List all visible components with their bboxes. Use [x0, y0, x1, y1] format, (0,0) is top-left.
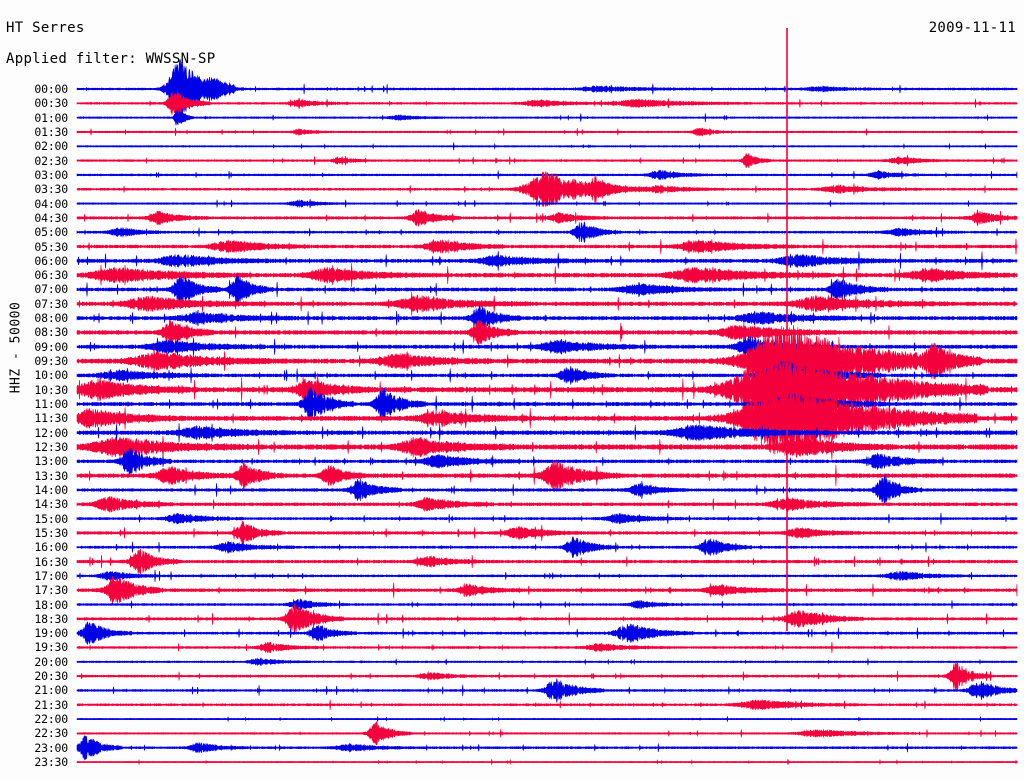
time-tick-label: 07:30	[34, 296, 68, 311]
time-tick-label: 13:00	[34, 454, 68, 469]
time-tick-label: 01:00	[34, 110, 68, 125]
time-tick-label: 17:00	[34, 568, 68, 583]
time-tick-label: 01:30	[34, 124, 68, 139]
time-tick-label: 14:30	[34, 497, 68, 512]
time-tick-label: 11:00	[34, 397, 68, 412]
time-tick-label: 15:00	[34, 511, 68, 526]
time-tick-label: 09:00	[34, 339, 68, 354]
time-tick-label: 21:30	[34, 697, 68, 712]
time-tick-label: 12:30	[34, 440, 68, 454]
time-tick-label: 06:30	[34, 268, 68, 283]
time-tick-label: 22:00	[34, 712, 68, 727]
time-tick-label: 13:30	[34, 468, 68, 483]
time-tick-label: 08:00	[34, 311, 68, 326]
time-tick-label: 00:30	[34, 96, 68, 111]
time-tick-label: 21:00	[34, 683, 68, 698]
time-tick-label: 23:00	[34, 740, 68, 755]
time-tick-label: 03:30	[34, 182, 68, 197]
time-tick-label: 20:00	[34, 654, 68, 669]
time-tick-label: 10:00	[34, 368, 68, 383]
time-tick-label: 09:30	[34, 354, 68, 369]
time-tick-label: 03:00	[34, 167, 68, 182]
time-tick-label: 02:00	[34, 139, 68, 154]
time-tick-label: 22:30	[34, 726, 68, 741]
time-tick-label: 16:00	[34, 540, 68, 555]
time-tick-label: 16:30	[34, 554, 68, 569]
time-tick-label: 19:30	[34, 640, 68, 655]
traces-layer	[76, 59, 1018, 766]
time-tick-label: 11:30	[34, 411, 68, 426]
record-date: 2009-11-11	[928, 20, 1016, 36]
time-tick-label: 12:00	[34, 425, 68, 440]
time-tick-label: 08:30	[34, 325, 68, 340]
time-tick-label: 05:30	[34, 239, 68, 254]
time-tick-label: 02:30	[34, 153, 68, 168]
station-title: HT Serres	[6, 20, 85, 36]
time-tick-label: 19:00	[34, 626, 68, 641]
time-tick-label: 18:00	[34, 597, 68, 612]
time-tick-label: 07:00	[34, 282, 68, 297]
time-tick-label: 20:30	[34, 669, 68, 684]
applied-filter-label: Applied filter: WWSSN-SP	[6, 51, 216, 67]
time-tick-label: 04:30	[34, 210, 68, 225]
time-tick-label: 18:30	[34, 611, 68, 626]
time-tick-label: 14:00	[34, 482, 68, 497]
time-tick-label: 15:30	[34, 525, 68, 540]
time-tick-label: 23:30	[34, 755, 68, 770]
time-tick-label: 00:00	[34, 82, 68, 96]
time-tick-label: 06:00	[34, 253, 68, 268]
time-tick-label: 17:30	[34, 583, 68, 598]
time-tick-label: 05:00	[34, 225, 68, 240]
time-tick-label: 04:00	[34, 196, 68, 211]
time-tick-label: 10:30	[34, 382, 68, 397]
